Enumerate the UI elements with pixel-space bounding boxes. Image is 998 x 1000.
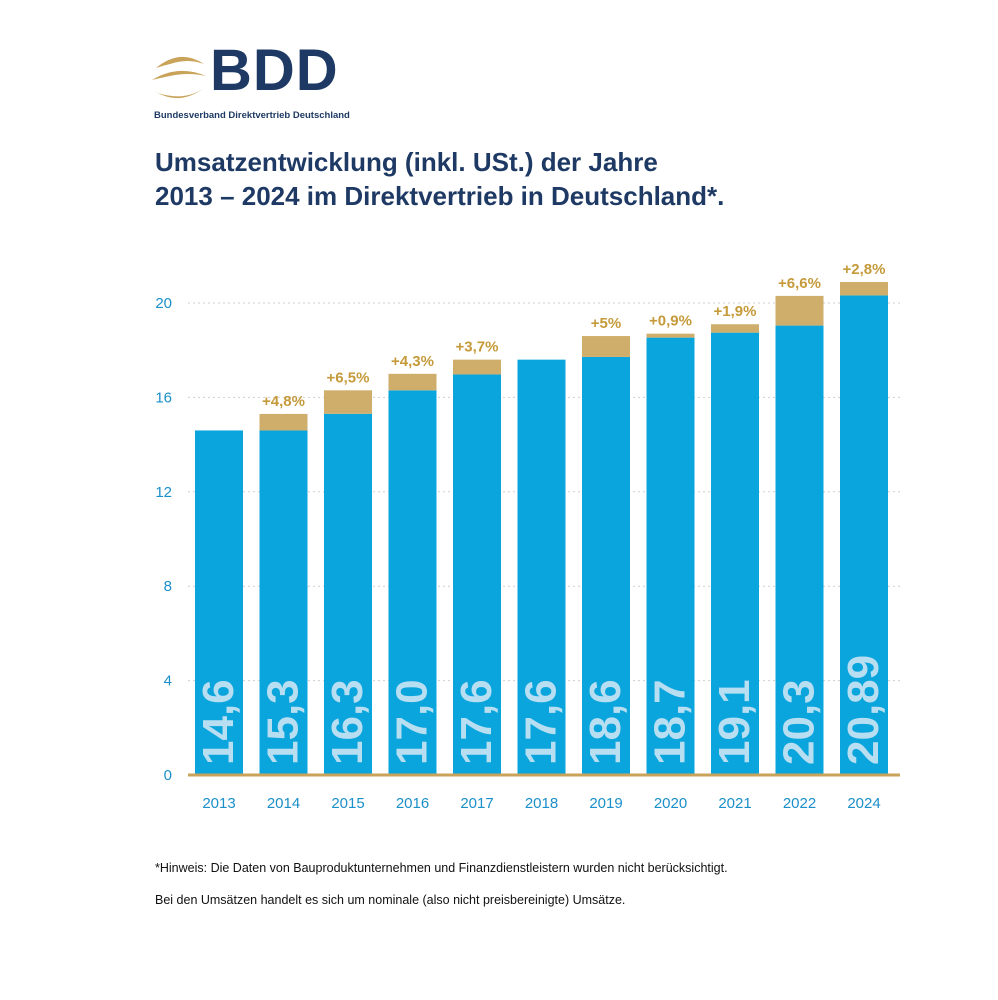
y-tick-label: 12 [155,484,172,501]
x-tick-label-2024: 2024 [847,795,880,812]
x-tick-label-2022: 2022 [783,795,816,812]
bars: 14,6 +4,8% 15,3 +6,5% 16,3 +4,3% 17,0 +3,7% 17,6… [194,261,888,775]
bar-group-2017: +3,7% 17,6 [452,339,501,775]
y-tick-label: 20 [155,295,172,312]
growth-segment-2015 [324,390,372,414]
footnote-nominal: Bei den Umsätzen handelt es sich um nomi… [155,893,626,907]
growth-label-2024: +2,8% [843,261,886,278]
bar-group-2022: +6,6% 20,3 [775,275,824,775]
bar-2022 [775,325,824,775]
bar-2014 [259,430,308,775]
value-label-2018: 17,6 [517,679,566,765]
x-tick-label-2019: 2019 [589,795,622,812]
growth-segment-2014 [259,413,308,431]
chart-title-line-1: Umsatzentwicklung (inkl. USt.) der Jahre [155,147,658,177]
chart-title-line-2: 2013 – 2024 im Direktvertrieb in Deutsch… [155,181,725,211]
bar-2024 [840,295,888,775]
growth-segment-2024 [840,281,888,296]
bar-group-2021: +1,9% 19,1 [710,303,759,775]
bdd-swirl-icon [152,56,206,99]
bar-2021 [711,332,759,775]
bar-2018 [517,359,566,775]
x-tick-label-2021: 2021 [718,795,751,812]
x-axis-ticks: 2013 2014 2015 2016 2017 2018 2019 2020 2021 2022… [202,795,880,812]
bar-2020 [646,337,695,775]
y-tick-label: 8 [164,578,172,595]
bar-2015 [324,413,372,775]
growth-label-2015: +6,5% [327,369,370,386]
bar-group-2018: 17,6 [517,359,566,775]
value-label-2016: 17,0 [388,679,437,765]
bar-2016 [388,390,437,775]
x-tick-label-2017: 2017 [460,795,493,812]
growth-label-2022: +6,6% [778,275,821,292]
value-label-2021: 19,1 [710,679,759,765]
y-axis-ticks: 0 4 8 12 16 20 [155,295,172,784]
bar-group-2024: +2,8% 20,89 [839,261,888,775]
growth-label-2017: +3,7% [456,339,499,356]
y-tick-label: 4 [164,673,172,690]
growth-segment-2016 [388,373,437,391]
growth-label-2020: +0,9% [649,313,692,330]
growth-segment-2021 [711,324,759,333]
y-tick-label: 0 [164,767,172,784]
growth-label-2019: +5% [591,315,621,332]
chart-title: Umsatzentwicklung (inkl. USt.) der Jahre… [155,145,955,213]
value-label-2022: 20,3 [775,679,824,765]
logo-subtitle: Bundesverband Direktvertrieb Deutschland [154,110,350,121]
bar-2017 [453,374,501,775]
growth-segment-2020 [646,333,695,338]
logo-wordmark: BDD [210,38,339,103]
value-label-2013: 14,6 [194,679,243,765]
growth-segment-2019 [582,336,630,357]
footnote-hint: *Hinweis: Die Daten von Bauproduktuntern… [155,861,728,875]
x-tick-label-2020: 2020 [654,795,687,812]
value-label-2019: 18,6 [581,679,630,765]
bar-group-2019: +5% 18,6 [581,315,630,775]
bar-group-2015: +6,5% 16,3 [323,369,372,775]
value-label-2015: 16,3 [323,679,372,765]
growth-label-2014: +4,8% [262,393,305,410]
value-label-2020: 18,7 [646,679,695,765]
y-tick-label: 16 [155,389,172,406]
x-tick-label-2013: 2013 [202,795,235,812]
x-tick-label-2018: 2018 [525,795,558,812]
growth-segment-2022 [775,295,824,326]
growth-label-2016: +4,3% [391,353,434,370]
bar-2019 [582,356,630,775]
growth-segment-2017 [453,359,501,375]
bdd-logo: BDD Bundesverband Direktvertrieb Deutsch… [150,42,350,123]
bar-2013 [195,430,243,775]
bar-group-2014: +4,8% 15,3 [259,393,308,775]
x-tick-label-2016: 2016 [396,795,429,812]
x-tick-label-2015: 2015 [331,795,364,812]
value-label-2024: 20,89 [839,655,888,765]
bar-group-2016: +4,3% 17,0 [388,353,437,775]
bar-group-2013: 14,6 [194,430,243,775]
x-tick-label-2014: 2014 [267,795,300,812]
value-label-2014: 15,3 [259,679,308,765]
value-label-2017: 17,6 [452,679,501,765]
bar-group-2020: +0,9% 18,7 [646,313,695,775]
growth-label-2021: +1,9% [714,303,757,320]
